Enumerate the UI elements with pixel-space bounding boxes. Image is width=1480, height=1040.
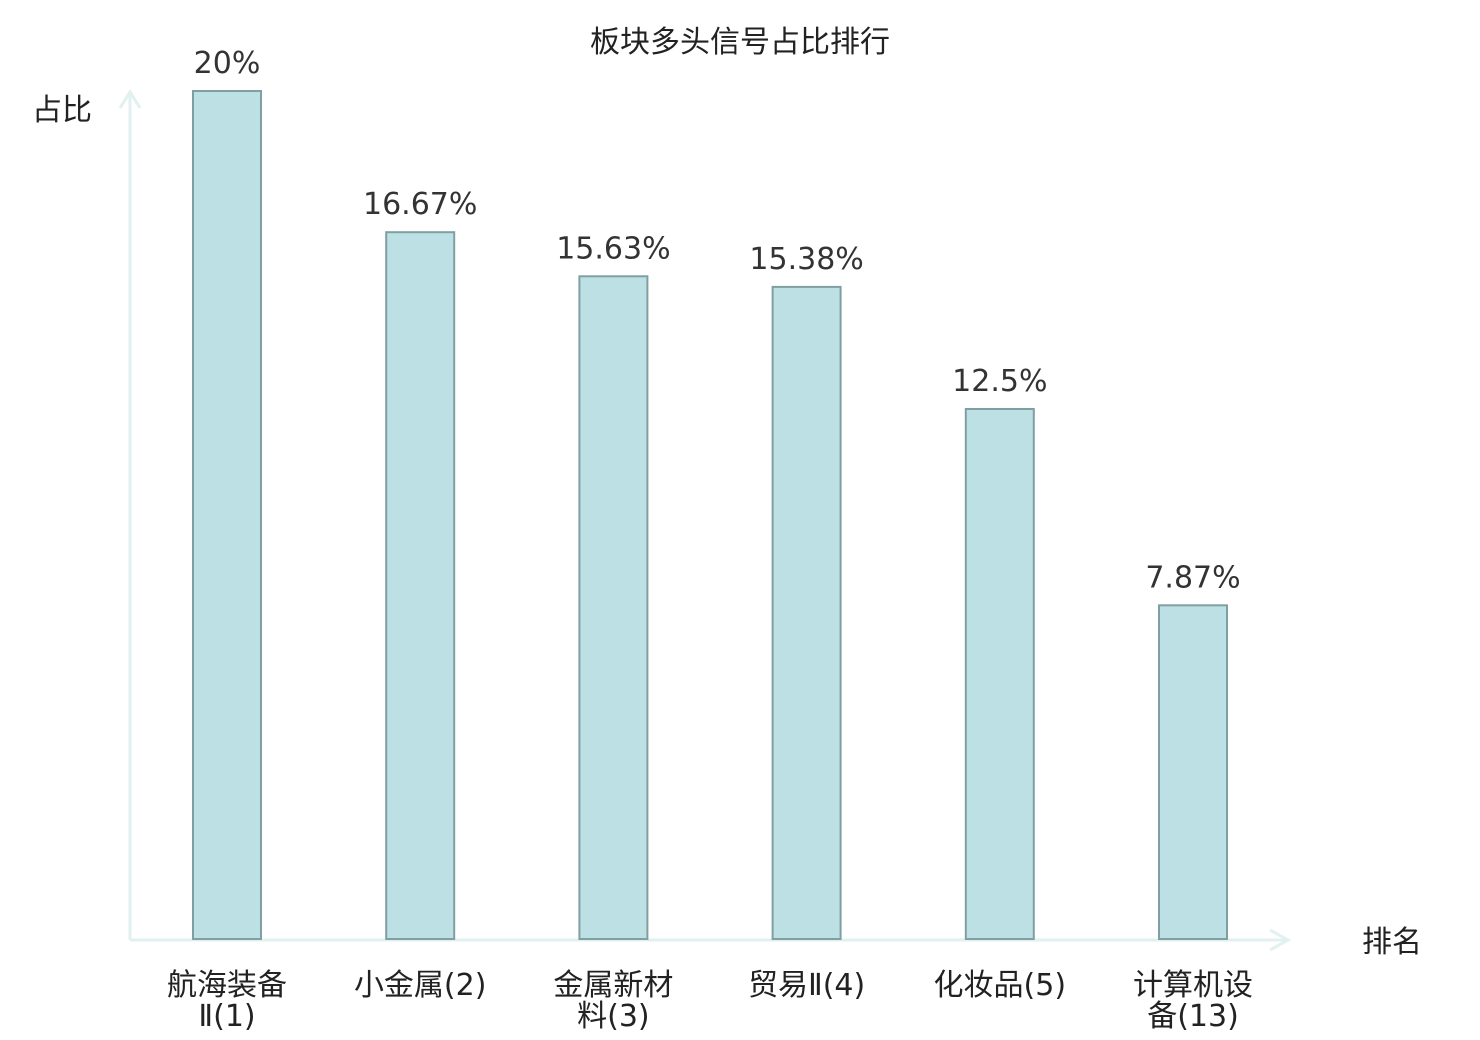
category-label-5-line-1: 化妆品(5)	[934, 968, 1067, 1003]
value-label-1: 20%	[194, 46, 261, 81]
category-label-6-line-2: 备(13)	[1147, 999, 1239, 1034]
bar-3	[578, 275, 649, 940]
value-label-3: 15.63%	[556, 231, 670, 266]
y-axis-label: 占比	[32, 93, 92, 128]
value-label-6: 7.87%	[1145, 560, 1240, 595]
bar-6	[1158, 604, 1228, 940]
category-label-3-line-1: 金属新材	[553, 968, 673, 1003]
bar-5	[964, 408, 1035, 940]
category-label-2-line-1: 小金属(2)	[354, 968, 487, 1003]
category-label-1-line-2: Ⅱ(1)	[198, 999, 255, 1034]
x-axis-label: 排名	[1362, 925, 1422, 960]
category-label-6-line-1: 计算机设	[1133, 968, 1253, 1003]
value-labels: 20% 16.67% 15.63% 15.38% 12.5% 7.87%	[194, 46, 1241, 595]
value-label-4: 15.38%	[749, 242, 863, 277]
y-axis-arrow	[118, 89, 142, 109]
value-label-2: 16.67%	[363, 187, 477, 222]
category-label-1-line-1: 航海装备	[167, 968, 287, 1003]
bar-2	[385, 231, 456, 940]
x-axis-arrow	[1269, 928, 1292, 952]
bar-series	[192, 90, 1228, 940]
value-label-5: 12.5%	[952, 364, 1047, 399]
category-label-3-line-2: 料(3)	[577, 999, 650, 1034]
bar-1	[192, 90, 262, 940]
bar-4	[771, 285, 842, 940]
chart-title: 板块多头信号占比排行	[590, 25, 890, 60]
category-label-4-line-1: 贸易Ⅱ(4)	[748, 968, 865, 1003]
